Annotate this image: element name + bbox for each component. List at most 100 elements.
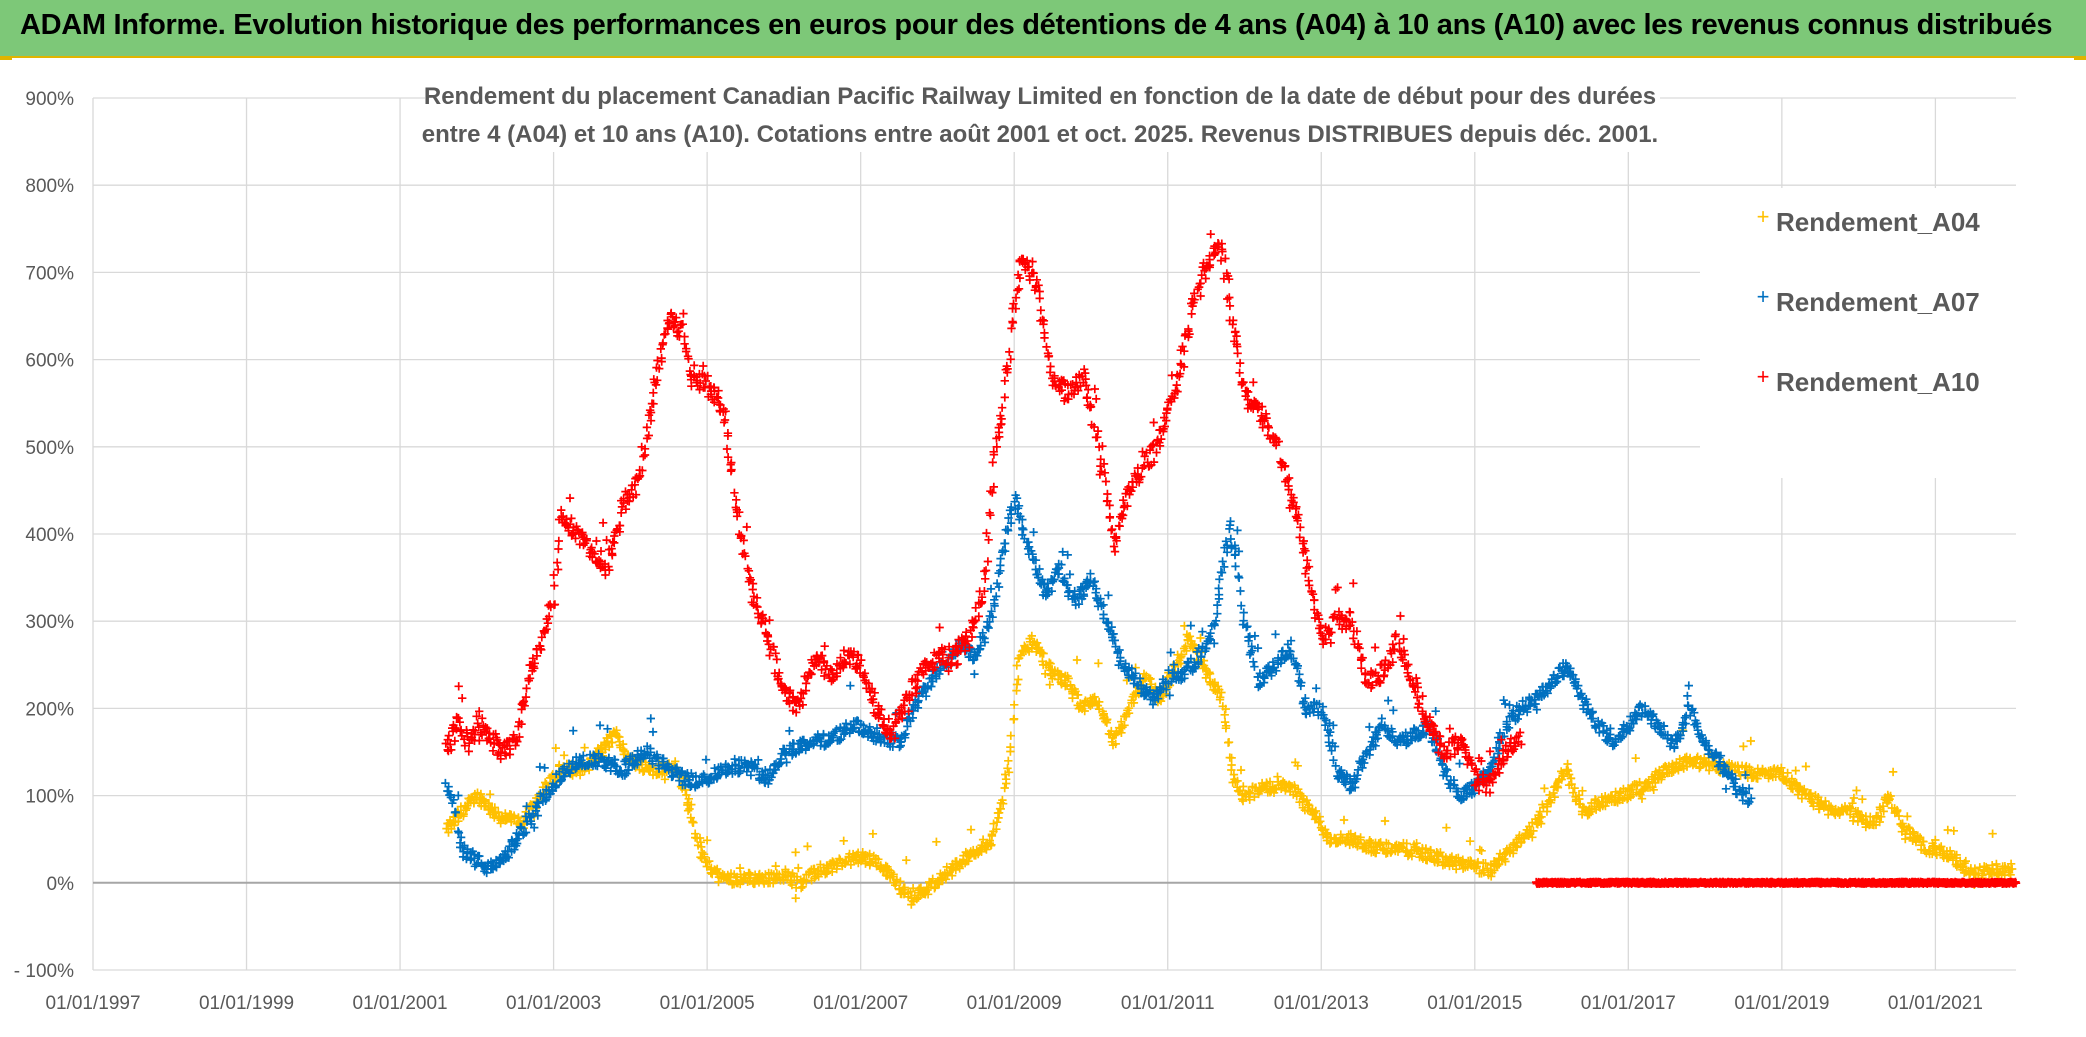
data-point [1231,562,1239,570]
x-tick-label: 01/01/2021 [1888,993,1983,1014]
data-point [1889,768,1897,776]
data-point [596,721,604,729]
data-point [1657,730,1665,738]
data-point [1218,557,1226,565]
data-point [649,728,657,736]
data-point [569,727,577,735]
data-point [846,682,854,690]
data-point [1283,475,1291,483]
data-point [1415,699,1423,707]
y-tick-label: - 100% [14,961,74,982]
data-point [1092,395,1100,403]
data-point [1094,659,1102,667]
data-point [1040,329,1048,337]
data-point [840,837,848,845]
y-tick-label: 300% [25,612,74,633]
data-point [840,646,848,654]
data-point [1476,846,1484,854]
data-point [982,566,990,574]
data-point [1739,742,1747,750]
data-point [1221,711,1229,719]
data-point [658,340,666,348]
data-point [1150,418,1158,426]
data-point [794,864,802,872]
data-point [970,670,978,678]
data-point [679,309,687,317]
data-point [765,616,773,624]
data-point [1000,539,1008,547]
data-point [699,362,707,370]
data-point [1102,477,1110,485]
data-point [1225,738,1233,746]
data-point [1540,784,1548,792]
data-point [458,694,466,702]
data-point [690,361,698,369]
data-point [1355,644,1363,652]
data-point [988,488,996,496]
data-point [1066,570,1074,578]
data-point [550,581,558,589]
data-point [1091,385,1099,393]
data-point [602,536,610,544]
data-point [536,763,544,771]
data-point [1455,759,1463,767]
data-point [524,675,532,683]
data-point [553,558,561,566]
data-point [989,458,997,466]
data-point [792,894,800,902]
data-point [680,340,688,348]
data-point [998,404,1006,412]
data-point [732,496,740,504]
chart-area: - 100%0%100%200%300%400%500%600%700%800%… [0,58,2086,1032]
data-point [609,538,617,546]
data-point [1371,643,1379,651]
data-point [560,751,568,759]
data-point [639,452,647,460]
data-point [1187,310,1195,318]
data-point [1315,615,1323,623]
data-point [803,842,811,850]
data-point [932,838,940,846]
data-point [649,389,657,397]
data-point [1029,528,1037,536]
data-point [736,864,744,872]
data-point [773,655,781,663]
data-point [727,466,735,474]
data-point [1037,306,1045,314]
data-point [1009,319,1017,327]
data-point [735,530,743,538]
data-point [1632,754,1640,762]
data-point [1683,692,1691,700]
data-point [567,514,575,522]
y-tick-label: 900% [25,89,74,110]
data-point [647,417,655,425]
data-point [1792,766,1800,774]
data-point [984,557,992,565]
y-tick-label: 0% [47,874,75,895]
data-point [895,743,903,751]
data-point [557,506,565,514]
data-point [743,523,751,531]
x-tick-label: 01/01/2007 [813,993,908,1014]
data-point [1243,387,1251,395]
data-point [1389,706,1397,714]
data-point [1413,693,1421,701]
data-point [745,578,753,586]
data-point [1207,230,1215,238]
data-point [1950,827,1958,835]
data-point [1249,378,1257,386]
data-point [1477,847,1485,855]
y-axis-ticks: - 100%0%100%200%300%400%500%600%700%800%… [14,89,74,982]
data-point [1083,393,1091,401]
data-point [995,809,1003,817]
data-point [554,565,562,573]
data-point [723,445,731,453]
data-point [1093,433,1101,441]
data-point [785,727,793,735]
x-tick-label: 01/01/2011 [1121,993,1215,1014]
data-point [1273,773,1281,781]
data-point [506,750,514,758]
data-point [1418,692,1426,700]
data-point [592,537,600,545]
y-tick-label: 200% [25,699,74,720]
